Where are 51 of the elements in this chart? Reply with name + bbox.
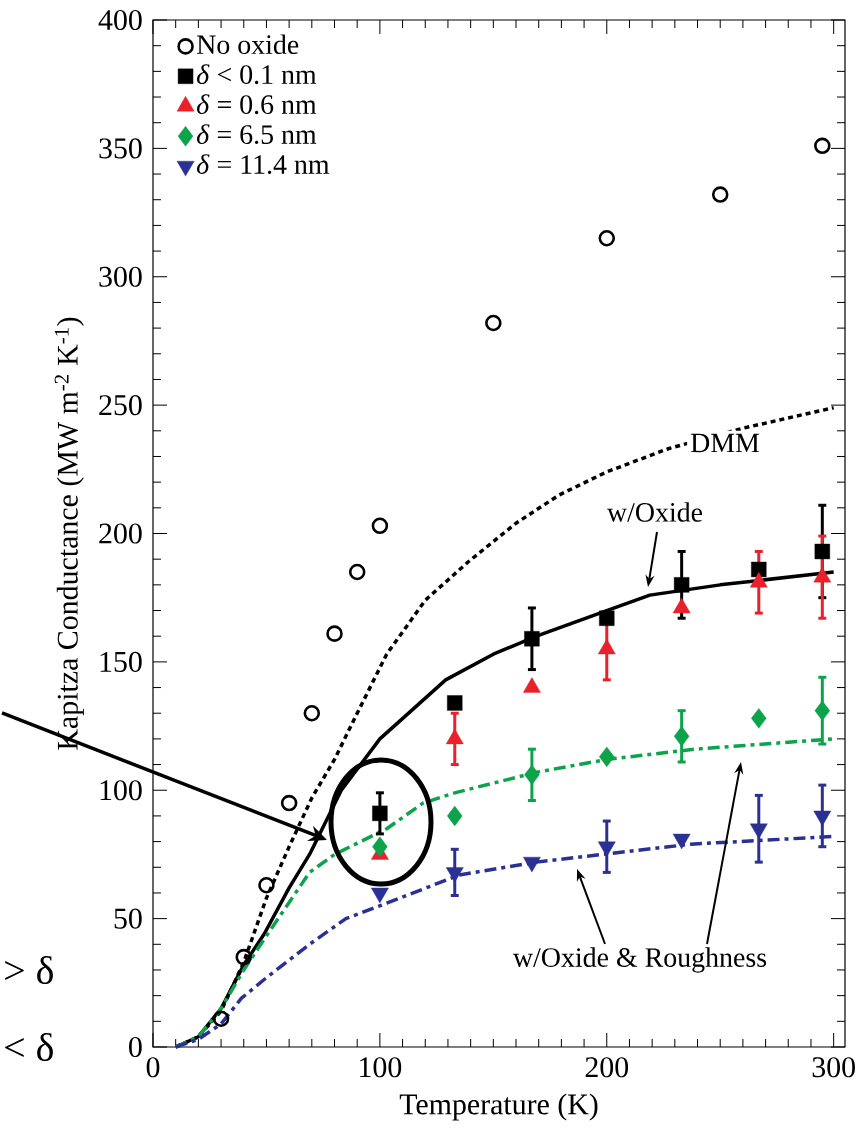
x-tick-label: 200 bbox=[585, 1057, 629, 1078]
y-tick-label: 150 bbox=[100, 651, 142, 672]
y-tick-label: 300 bbox=[99, 266, 142, 287]
point bbox=[673, 726, 690, 747]
point bbox=[485, 314, 502, 332]
point bbox=[524, 764, 540, 785]
point bbox=[280, 794, 298, 812]
point bbox=[711, 186, 729, 203]
point bbox=[599, 746, 615, 768]
y-tick-label: 200 bbox=[99, 523, 142, 544]
y-tick-label: 250 bbox=[99, 395, 142, 416]
x-axis-title: Temperature (K) bbox=[399, 1093, 598, 1121]
x-tick-label: 300 bbox=[812, 1057, 855, 1078]
y-tick-label: 100 bbox=[100, 780, 142, 801]
point bbox=[303, 704, 321, 722]
legend-label: δ < 0.1 nm bbox=[197, 64, 317, 85]
y-tick-label: 400 bbox=[98, 9, 142, 31]
annotation: DMM bbox=[690, 433, 760, 453]
text: > δ bbox=[5, 955, 53, 985]
point bbox=[447, 805, 463, 827]
x-tick-label: 100 bbox=[360, 1057, 402, 1078]
y-axis-title: Kapitza Conductance (MW m$^{-2}$ K$^{-1}$) bbox=[54, 317, 84, 750]
legend-label: No oxide bbox=[196, 34, 299, 55]
annotation: w/Oxide & Roughness bbox=[512, 947, 767, 973]
legend-label: δ = 0.6 nm bbox=[197, 94, 317, 115]
point bbox=[326, 625, 343, 642]
point bbox=[599, 610, 615, 626]
y-tick-label: 50 bbox=[114, 908, 142, 929]
point bbox=[258, 876, 275, 894]
y-tick-label: 350 bbox=[99, 138, 142, 159]
point bbox=[751, 708, 767, 729]
point bbox=[814, 700, 830, 721]
point bbox=[814, 543, 830, 560]
y-tick-label: 0 bbox=[129, 1036, 142, 1058]
point bbox=[447, 695, 463, 711]
point bbox=[524, 631, 540, 647]
x-tick-label: 0 bbox=[146, 1057, 160, 1078]
annotation: w/Oxide bbox=[607, 502, 703, 522]
point bbox=[751, 561, 767, 578]
point bbox=[598, 229, 616, 247]
point bbox=[348, 563, 366, 581]
point bbox=[814, 137, 831, 155]
legend-label: δ = 11.4 nm bbox=[197, 154, 330, 175]
point bbox=[673, 577, 690, 593]
legend-label: δ = 6.5 nm bbox=[197, 124, 317, 145]
point bbox=[235, 948, 253, 966]
point bbox=[212, 1010, 230, 1028]
point bbox=[372, 805, 388, 822]
point bbox=[371, 517, 389, 535]
point bbox=[372, 836, 388, 857]
text: < δ bbox=[5, 1032, 53, 1062]
